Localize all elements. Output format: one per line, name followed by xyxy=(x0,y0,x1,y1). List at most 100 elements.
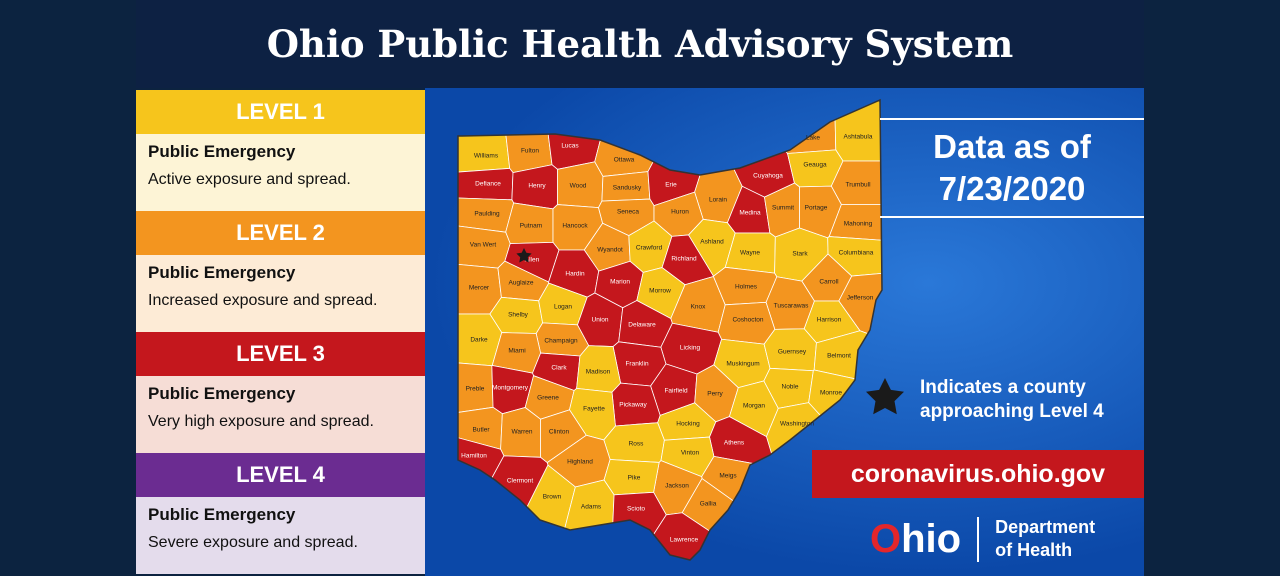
star-note: Indicates a county approaching Level 4 xyxy=(920,377,1104,422)
county xyxy=(458,313,503,367)
county-label: Muskingum xyxy=(726,361,759,368)
county-label: Pickaway xyxy=(619,402,647,409)
level-description: Active exposure and spread. xyxy=(148,171,351,188)
county-star xyxy=(516,248,532,263)
county-label: Knox xyxy=(691,304,707,311)
county-label: Mahoning xyxy=(844,221,873,228)
county-label: Erie xyxy=(665,182,677,189)
county xyxy=(458,196,515,233)
county xyxy=(833,100,882,162)
county-label: Fayette xyxy=(583,406,605,413)
level-box: Public Emergency Severe exposure and spre… xyxy=(136,497,425,574)
dept-line: of Health xyxy=(995,540,1073,560)
county xyxy=(458,428,505,560)
county-label: Mercer xyxy=(469,285,490,292)
county xyxy=(731,100,837,154)
county-label: Washington xyxy=(780,421,814,428)
level-header: LEVEL 4 xyxy=(136,453,425,497)
county-label: Clermont xyxy=(507,478,534,485)
county-label: Madison xyxy=(586,369,611,376)
county-label: Warren xyxy=(511,429,532,436)
county-label: Perry xyxy=(707,391,723,398)
county-label: Franklin xyxy=(625,361,649,368)
wordmark: Ohio xyxy=(870,516,980,562)
county-label: Logan xyxy=(554,304,572,311)
county-label: Preble xyxy=(466,386,485,393)
level-heading: Public Emergency xyxy=(148,263,296,282)
level-box: Public Emergency Very high exposure and s… xyxy=(136,376,425,453)
county-label: Coshocton xyxy=(732,317,763,324)
county-label: Holmes xyxy=(735,284,758,291)
county xyxy=(458,260,502,315)
county-label: Belmont xyxy=(827,353,851,360)
county-label: Van Wert xyxy=(470,242,497,249)
county-label: Fairfield xyxy=(664,388,688,395)
county-label: Marion xyxy=(610,279,630,286)
county-label: Auglaize xyxy=(509,280,534,287)
county-label: Tuscarawas xyxy=(774,303,810,310)
county-label: Lorain xyxy=(709,197,727,204)
county-label: Hocking xyxy=(676,421,700,428)
county-label: Richland xyxy=(671,256,697,263)
level-box: Public Emergency Active exposure and spre… xyxy=(136,134,425,211)
logo: Ohio Department of Health xyxy=(870,513,1095,565)
county-label: Clinton xyxy=(549,429,570,436)
county xyxy=(813,330,882,442)
level-heading: Public Emergency xyxy=(148,142,296,161)
county-label: Greene xyxy=(537,395,559,402)
level-description: Increased exposure and spread. xyxy=(148,292,378,309)
level-header: LEVEL 3 xyxy=(136,332,425,376)
county-label: Brown xyxy=(543,494,562,501)
county-label: Stark xyxy=(792,251,808,258)
county-label: Adams xyxy=(581,504,602,511)
dept-line: Department xyxy=(995,517,1096,537)
map-panel: Williams Fulton Lucas Ottawa Defiance Henry Wo… xyxy=(425,88,1144,576)
county-label: Carroll xyxy=(819,279,839,286)
county-label: Champaign xyxy=(544,338,578,345)
county-label: Gallia xyxy=(700,501,717,508)
county-label: Portage xyxy=(805,205,828,212)
star-icon xyxy=(866,378,904,415)
county-label: Cuyahoga xyxy=(753,173,783,180)
county-label: Wyandot xyxy=(597,247,623,254)
county-label: Highland xyxy=(567,459,593,466)
county-label: Medina xyxy=(739,210,761,217)
county-label: Jefferson xyxy=(847,295,874,302)
county-label: Monroe xyxy=(820,390,842,397)
county-label: Montgomery xyxy=(492,385,529,392)
county-label: Union xyxy=(592,317,609,324)
level-description: Very high exposure and spread. xyxy=(148,413,374,430)
county-label: Vinton xyxy=(681,450,700,457)
county-label: Columbiana xyxy=(839,250,874,257)
county-label: Licking xyxy=(680,345,701,352)
department: Department of Health xyxy=(979,516,1095,562)
county-label: Sandusky xyxy=(613,185,642,192)
county-label: Meigs xyxy=(719,473,737,480)
county-label: Hancock xyxy=(562,223,588,230)
county-label: Lucas xyxy=(561,143,579,150)
county-label: Athens xyxy=(724,440,745,447)
map: Williams Fulton Lucas Ottawa Defiance Henry Wo… xyxy=(457,98,904,561)
county xyxy=(458,100,511,175)
county-label: Butler xyxy=(473,427,491,434)
level-header: LEVEL 1 xyxy=(136,90,425,134)
website[interactable]: coronavirus.ohio.gov xyxy=(812,450,1144,498)
county-label: Seneca xyxy=(617,209,639,216)
county-label: Allen xyxy=(525,257,540,264)
county-label: Geauga xyxy=(803,162,827,169)
county-label: Summit xyxy=(772,205,794,212)
county-label: Wood xyxy=(570,183,587,190)
county-label: Wayne xyxy=(740,250,760,257)
county-label: Clark xyxy=(551,365,567,372)
county-label: Defiance xyxy=(475,181,501,188)
level-heading: Public Emergency xyxy=(148,384,296,403)
level-box: Public Emergency Increased exposure and s… xyxy=(136,255,425,332)
county-label: Lake xyxy=(806,135,820,142)
county-label: Miami xyxy=(508,348,525,355)
county-label: Lawrence xyxy=(670,537,699,544)
county-label: Crawford xyxy=(636,245,663,252)
level-description: Severe exposure and spread. xyxy=(148,534,358,551)
county-label: Henry xyxy=(528,183,546,190)
date-box: Data as of 7/23/2020 xyxy=(880,118,1144,218)
